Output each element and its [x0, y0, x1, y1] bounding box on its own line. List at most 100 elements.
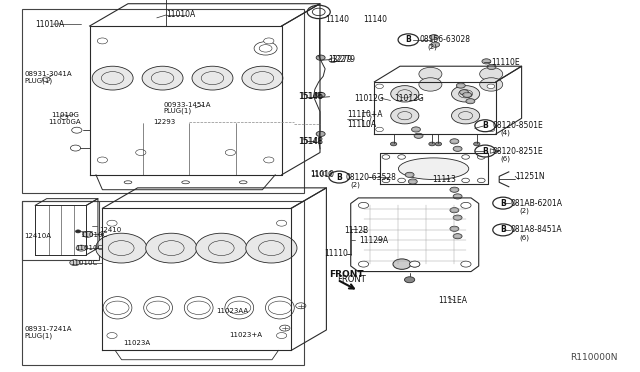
Circle shape [475, 145, 495, 157]
Text: (2): (2) [520, 207, 529, 214]
Circle shape [92, 66, 133, 90]
Text: 11012G: 11012G [355, 94, 384, 103]
Circle shape [475, 120, 495, 132]
Circle shape [480, 78, 503, 91]
Text: 11010A: 11010A [35, 20, 65, 29]
Text: 08120-8251E: 08120-8251E [493, 147, 543, 155]
Circle shape [97, 38, 108, 44]
Circle shape [487, 64, 496, 70]
Circle shape [393, 259, 411, 269]
Circle shape [410, 261, 420, 267]
Circle shape [493, 197, 513, 209]
Circle shape [246, 233, 297, 263]
Circle shape [405, 172, 414, 177]
Text: 11023AA: 11023AA [216, 308, 248, 314]
Circle shape [316, 55, 325, 60]
Circle shape [453, 194, 462, 199]
Text: 081AB-6201A: 081AB-6201A [511, 199, 563, 208]
Circle shape [398, 34, 419, 46]
Circle shape [493, 224, 513, 236]
Circle shape [390, 108, 419, 124]
Text: B: B [483, 121, 488, 130]
Circle shape [382, 155, 390, 159]
Circle shape [414, 133, 423, 138]
Circle shape [83, 231, 93, 237]
Text: 11010: 11010 [310, 170, 334, 179]
Circle shape [70, 260, 80, 266]
Circle shape [376, 127, 383, 132]
Text: PLUG(1): PLUG(1) [24, 332, 52, 339]
Circle shape [107, 220, 117, 226]
Circle shape [462, 155, 470, 159]
Circle shape [107, 333, 117, 339]
Circle shape [461, 261, 471, 267]
Text: 12410: 12410 [99, 227, 122, 232]
Bar [22, 201, 304, 365]
Text: 08931-7241A: 08931-7241A [24, 326, 72, 332]
Text: 11010C: 11010C [76, 246, 103, 251]
Text: 08931-3041A: 08931-3041A [24, 71, 72, 77]
Text: 11010C: 11010C [70, 260, 98, 266]
Circle shape [358, 261, 369, 267]
Circle shape [358, 202, 369, 208]
Circle shape [329, 171, 349, 183]
Text: 11010GA: 11010GA [48, 119, 81, 125]
Circle shape [196, 233, 247, 263]
Bar [22, 9, 304, 193]
Circle shape [431, 42, 440, 47]
Text: 11140: 11140 [325, 15, 349, 24]
Circle shape [316, 131, 325, 137]
Circle shape [390, 142, 397, 146]
Text: FRONT: FRONT [330, 270, 364, 279]
Circle shape [429, 142, 435, 146]
Text: 11251N: 11251N [515, 172, 545, 181]
Circle shape [412, 127, 420, 132]
Text: 11010G: 11010G [51, 112, 79, 118]
Circle shape [450, 208, 459, 213]
Text: 12410A: 12410A [24, 233, 51, 239]
Text: 11110E: 11110E [492, 58, 520, 67]
Text: B: B [500, 225, 506, 234]
Circle shape [76, 230, 81, 233]
Text: 08120-63528: 08120-63528 [346, 173, 396, 182]
Text: 12293: 12293 [154, 119, 176, 125]
Circle shape [477, 155, 485, 159]
Circle shape [276, 220, 287, 226]
Text: (2): (2) [428, 44, 437, 51]
Text: R110000N: R110000N [570, 353, 618, 362]
Text: B: B [337, 173, 342, 182]
Text: 15148: 15148 [300, 137, 323, 146]
Text: 11010C: 11010C [80, 232, 108, 238]
Circle shape [453, 234, 462, 239]
Circle shape [456, 83, 465, 88]
Text: PLUG(1): PLUG(1) [24, 77, 52, 84]
Text: 11110A: 11110A [347, 120, 376, 129]
Circle shape [461, 202, 471, 208]
Text: 12279: 12279 [328, 55, 352, 64]
Circle shape [96, 233, 147, 263]
Text: (6): (6) [520, 234, 530, 241]
Circle shape [452, 86, 480, 102]
Circle shape [450, 187, 459, 192]
Text: (4): (4) [500, 129, 510, 136]
Circle shape [452, 108, 480, 124]
Text: B: B [483, 147, 488, 155]
Text: 081A8-8451A: 081A8-8451A [511, 225, 563, 234]
Circle shape [487, 127, 495, 132]
Text: (2): (2) [351, 182, 360, 188]
Circle shape [192, 66, 233, 90]
Circle shape [264, 38, 274, 44]
Text: 08156-63028: 08156-63028 [419, 35, 470, 44]
Circle shape [450, 226, 459, 231]
Circle shape [316, 92, 325, 97]
Text: 11010: 11010 [310, 171, 332, 177]
Circle shape [482, 59, 491, 64]
Ellipse shape [399, 158, 468, 180]
Text: 11113: 11113 [433, 175, 456, 184]
Circle shape [466, 99, 475, 104]
Circle shape [419, 78, 442, 91]
Text: B: B [500, 199, 506, 208]
Circle shape [398, 155, 406, 159]
Text: 11012G: 11012G [394, 94, 424, 103]
Circle shape [136, 150, 146, 155]
